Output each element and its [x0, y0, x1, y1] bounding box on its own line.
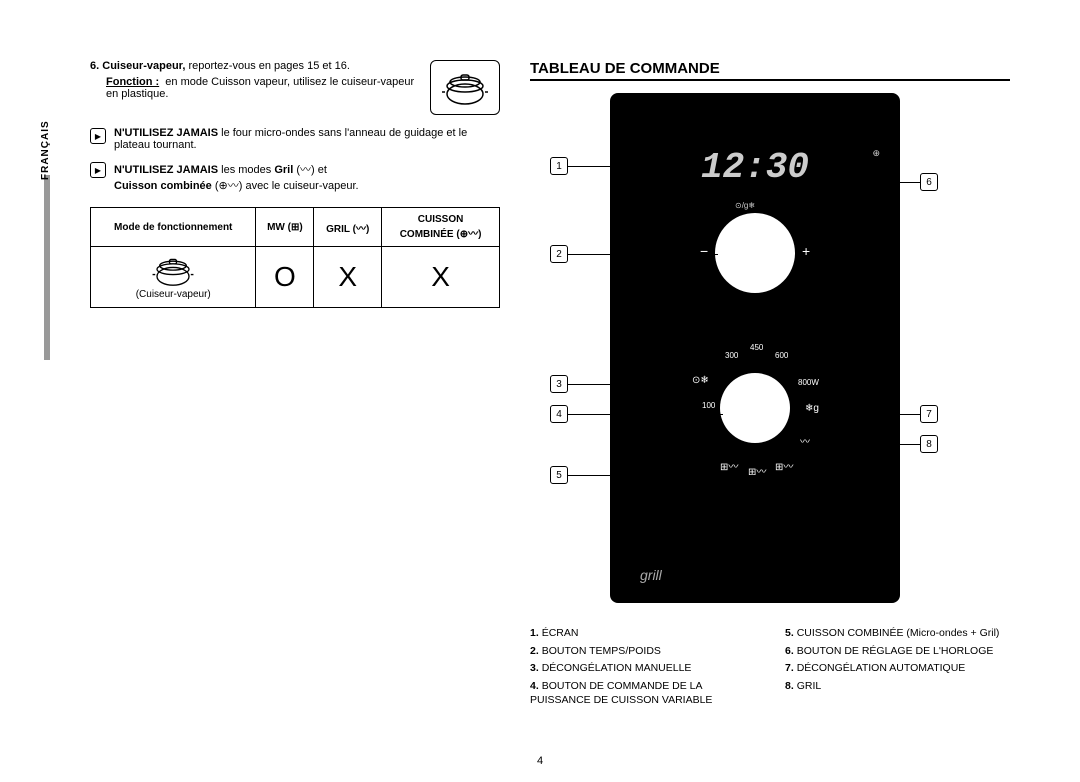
combi3-icon: ⊞〰: [775, 458, 793, 473]
pot-icon: [440, 70, 490, 106]
callout-8: 8: [920, 435, 938, 453]
callout-7: 7: [920, 405, 938, 423]
power-knob[interactable]: [720, 373, 790, 443]
grill-word: grill: [640, 567, 662, 583]
clock-icon: ⊕: [872, 148, 880, 159]
time-weight-knob[interactable]: [715, 213, 795, 293]
td-x1: X: [314, 247, 382, 308]
warning1-text: N'UTILISEZ JAMAIS le four micro-ondes sa…: [114, 127, 500, 151]
callout-3: 3: [550, 375, 568, 393]
dial-600: 600: [775, 351, 788, 360]
legend-7: DÉCONGÉLATION AUTOMATIQUE: [797, 662, 966, 674]
td-x2: X: [382, 247, 500, 308]
dial-800: 800W: [798, 378, 819, 387]
fonction-line: Fonction : en mode Cuisson vapeur, utili…: [90, 76, 420, 100]
warning-icon: [90, 128, 106, 144]
display-screen: 12:30: [680, 143, 830, 193]
td-o: O: [256, 247, 314, 308]
callout-2: 2: [550, 245, 568, 263]
auto-defrost-icon: ❄g: [805, 403, 819, 414]
dial-450: 450: [750, 343, 763, 352]
legend-6: BOUTON DE RÉGLAGE DE L'HORLOGE: [797, 645, 994, 657]
legend-8: GRIL: [797, 680, 822, 692]
control-panel: 12:30 ⊕ ⊙/g❄ − + 300 450 600 800W 100 ⊙❄…: [610, 93, 900, 603]
callout-5: 5: [550, 466, 568, 484]
legend: 1. ÉCRAN 2. BOUTON TEMPS/POIDS 3. DÉCONG…: [530, 627, 1010, 711]
warning2-text: N'UTILISEZ JAMAIS les modes Gril (〰) et …: [114, 161, 359, 193]
legend-2: BOUTON TEMPS/POIDS: [542, 645, 661, 657]
legend-4: BOUTON DE COMMANDE DE LA PUISSANCE DE CU…: [530, 680, 712, 706]
mode-table: Mode de fonctionnement MW (⊞) GRIL (〰) C…: [90, 207, 500, 308]
callout-1: 1: [550, 157, 568, 175]
page-number: 4: [537, 755, 543, 767]
th-combi: CUISSONCOMBINÉE (⊕〰): [382, 208, 500, 247]
weight-icon: ⊙/g❄: [735, 201, 755, 210]
th-mw: MW (⊞): [256, 208, 314, 247]
legend-5: CUISSON COMBINÉE (Micro-ondes + Gril): [797, 627, 1000, 639]
th-gril: GRIL (〰): [314, 208, 382, 247]
grill-icon: 〰: [800, 433, 810, 448]
th-mode: Mode de fonctionnement: [91, 208, 256, 247]
warning-icon: [90, 162, 106, 178]
dial-300: 300: [725, 351, 738, 360]
language-tab: FRANÇAIS: [40, 120, 51, 180]
td-steamer: (Cuiseur-vapeur): [91, 247, 256, 308]
legend-3: DÉCONGÉLATION MANUELLE: [542, 662, 692, 674]
section-title: TABLEAU DE COMMANDE: [530, 60, 1010, 81]
callout-6: 6: [920, 173, 938, 191]
plus-label: +: [802, 243, 810, 259]
item6-line: 6. Cuiseur-vapeur, reportez-vous en page…: [90, 60, 420, 72]
callout-4: 4: [550, 405, 568, 423]
pot-icon: [150, 255, 196, 287]
legend-1: ÉCRAN: [542, 627, 579, 639]
steamer-illustration-box: [430, 60, 500, 115]
